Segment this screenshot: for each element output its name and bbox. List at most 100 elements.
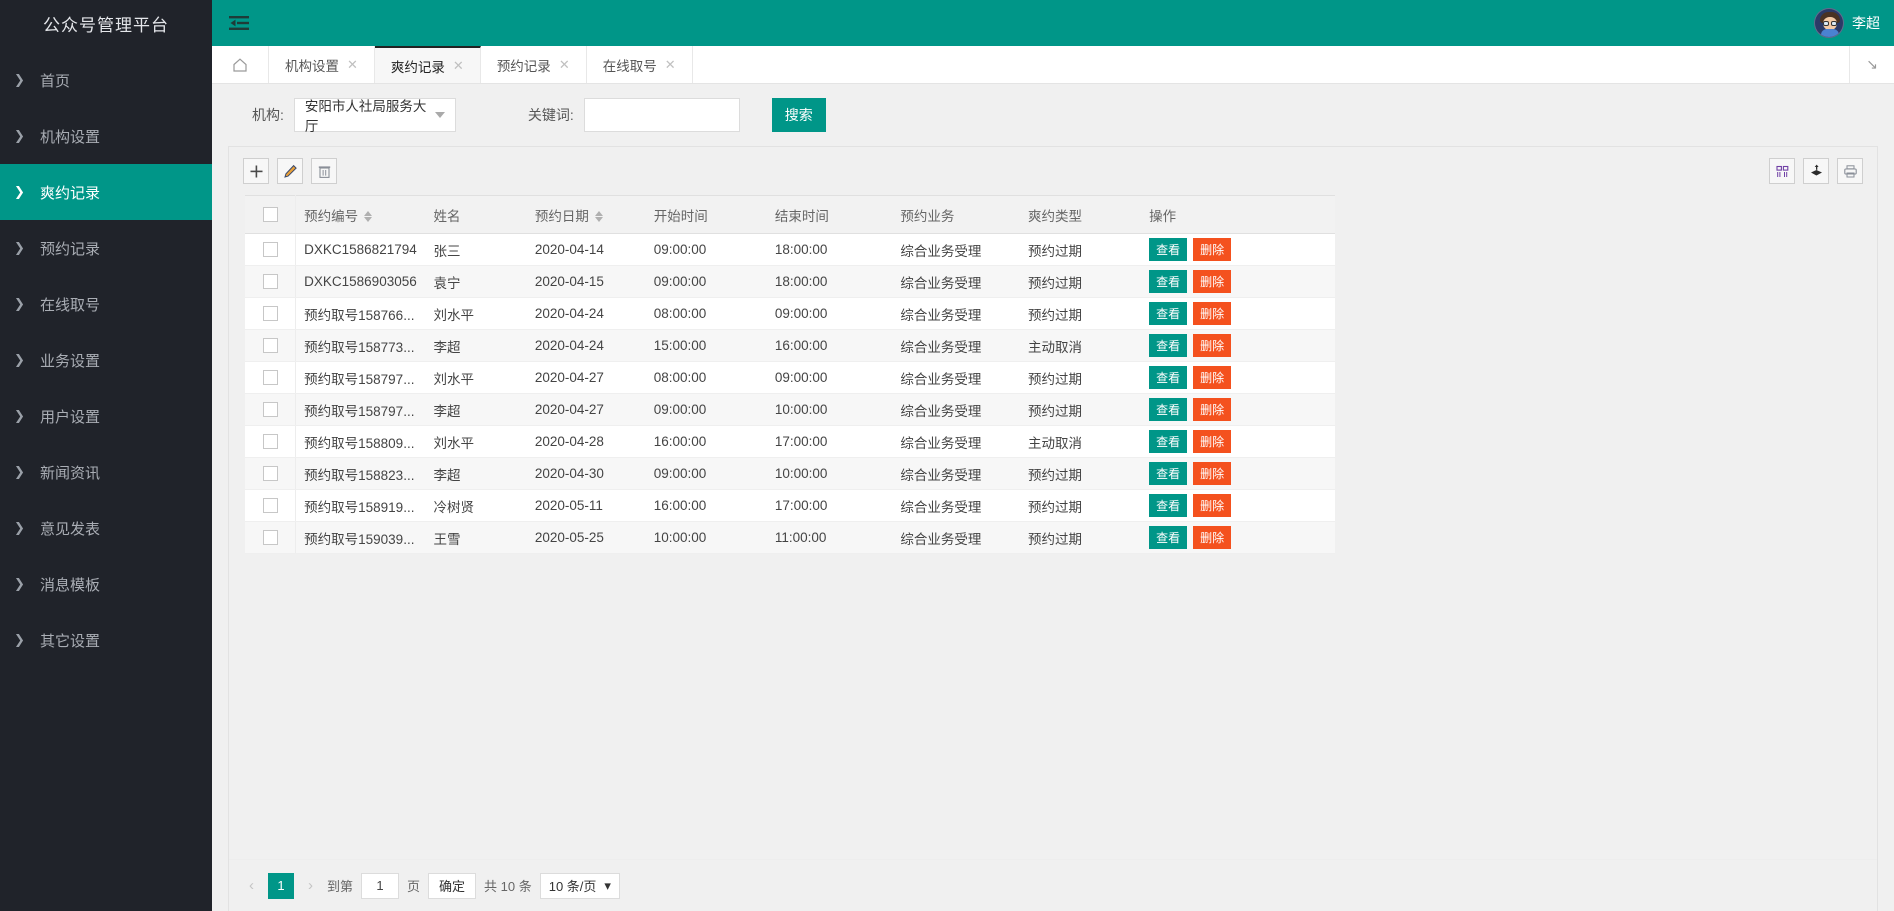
tab-2[interactable]: 预约记录 ✕ xyxy=(481,46,587,83)
chevron-down-icon: ▾ xyxy=(604,877,611,893)
row-select-cell[interactable] xyxy=(245,425,297,458)
search-button[interactable]: 搜索 xyxy=(771,98,826,132)
edit-button[interactable] xyxy=(277,158,303,184)
row-select-cell[interactable] xyxy=(245,521,297,554)
tab-1[interactable]: 爽约记录 ✕ xyxy=(374,46,481,83)
table-row[interactable]: 预约取号158773... 李超 2020-04-24 15:00:00 16:00:0… xyxy=(245,329,1335,362)
view-button[interactable]: 查看 xyxy=(1149,334,1188,357)
column-header-code[interactable]: 预约编号 xyxy=(295,195,426,234)
view-button[interactable]: 查看 xyxy=(1149,494,1188,517)
row-select-cell[interactable] xyxy=(245,457,297,490)
close-icon[interactable]: ✕ xyxy=(558,56,570,72)
table-row[interactable]: 预约取号158823... 李超 2020-04-30 09:00:00 10:00:0… xyxy=(245,457,1335,490)
sidebar-item-10[interactable]: ❯ 其它设置 xyxy=(0,612,212,668)
goto-page-input[interactable] xyxy=(361,872,400,899)
add-button[interactable] xyxy=(243,158,269,184)
cell-business: 综合业务受理 xyxy=(892,361,1021,394)
delete-button[interactable] xyxy=(311,158,337,184)
row-checkbox[interactable] xyxy=(262,370,278,386)
row-select-cell[interactable] xyxy=(245,297,297,330)
sidebar-item-9[interactable]: ❯ 消息模板 xyxy=(0,556,212,612)
row-select-cell[interactable] xyxy=(245,265,297,298)
table-row[interactable]: 预约取号158766... 刘水平 2020-04-24 08:00:00 09:00:… xyxy=(245,297,1335,330)
row-checkbox[interactable] xyxy=(262,402,278,418)
sidebar-item-3[interactable]: ❯ 预约记录 xyxy=(0,220,212,276)
table-row[interactable]: 预约取号158809... 刘水平 2020-04-28 16:00:00 17:00:… xyxy=(245,425,1335,458)
table-row[interactable]: 预约取号158797... 刘水平 2020-04-27 08:00:00 09:00:… xyxy=(245,361,1335,394)
table-row[interactable]: DXKC1586821794 张三 2020-04-14 09:00:00 18:00:… xyxy=(245,233,1335,266)
row-checkbox[interactable] xyxy=(262,306,278,322)
row-select-cell[interactable] xyxy=(245,329,297,362)
sidebar-item-0[interactable]: ❯ 首页 xyxy=(0,52,212,108)
table-row[interactable]: DXKC1586903056 袁宁 2020-04-15 09:00:00 18:00:… xyxy=(245,265,1335,298)
chevron-down-icon[interactable]: ↘ xyxy=(1866,56,1878,72)
delete-row-button[interactable]: 删除 xyxy=(1193,526,1232,549)
sort-arrows-icon[interactable] xyxy=(594,211,603,223)
view-button[interactable]: 查看 xyxy=(1149,270,1188,293)
view-button[interactable]: 查看 xyxy=(1149,238,1188,261)
view-button[interactable]: 查看 xyxy=(1149,398,1188,421)
delete-row-button[interactable]: 删除 xyxy=(1193,334,1232,357)
confirm-page-button[interactable]: 确定 xyxy=(428,872,477,899)
close-icon[interactable]: ✕ xyxy=(452,57,464,73)
sidebar-item-8[interactable]: ❯ 意见发表 xyxy=(0,500,212,556)
row-checkbox[interactable] xyxy=(262,498,278,514)
column-header-date[interactable]: 预约日期 xyxy=(526,195,646,234)
org-select[interactable]: 安阳市人社局服务大厅 xyxy=(293,98,456,134)
row-checkbox[interactable] xyxy=(262,274,278,290)
view-button[interactable]: 查看 xyxy=(1149,366,1188,389)
page-number-1[interactable]: 1 xyxy=(268,872,294,899)
delete-row-button[interactable]: 删除 xyxy=(1193,398,1232,421)
chevron-left-icon[interactable]: ‹ xyxy=(249,877,254,894)
delete-row-button[interactable]: 删除 xyxy=(1193,366,1232,389)
sidebar-item-2[interactable]: ❯ 爽约记录 xyxy=(0,164,212,220)
delete-row-button[interactable]: 删除 xyxy=(1193,270,1232,293)
sort-arrows-icon[interactable] xyxy=(364,211,373,223)
sidebar-item-4[interactable]: ❯ 在线取号 xyxy=(0,276,212,332)
sidebar-item-6[interactable]: ❯ 用户设置 xyxy=(0,388,212,444)
view-button[interactable]: 查看 xyxy=(1149,526,1188,549)
view-button[interactable]: 查看 xyxy=(1149,302,1188,325)
chevron-right-icon: ❯ xyxy=(14,128,25,143)
delete-row-button[interactable]: 删除 xyxy=(1193,430,1232,453)
select-all-header[interactable] xyxy=(245,195,297,234)
delete-row-button[interactable]: 删除 xyxy=(1193,462,1232,485)
row-select-cell[interactable] xyxy=(245,233,297,266)
row-select-cell[interactable] xyxy=(245,489,297,522)
print-button[interactable] xyxy=(1837,158,1863,184)
chevron-right-icon[interactable]: › xyxy=(308,877,313,894)
close-icon[interactable]: ✕ xyxy=(347,56,358,72)
columns-button[interactable] xyxy=(1769,158,1795,184)
row-select-cell[interactable] xyxy=(245,393,297,426)
row-checkbox[interactable] xyxy=(262,530,278,546)
row-checkbox[interactable] xyxy=(262,434,278,450)
table-row[interactable]: 预约取号158797... 李超 2020-04-27 09:00:00 10:00:0… xyxy=(245,393,1335,426)
row-checkbox[interactable] xyxy=(262,338,278,354)
sidebar-item-7[interactable]: ❯ 新闻资讯 xyxy=(0,444,212,500)
row-select-cell[interactable] xyxy=(245,361,297,394)
collapse-menu-icon[interactable] xyxy=(226,10,252,36)
tab-0[interactable]: 机构设置 ✕ xyxy=(269,46,375,83)
tab-home[interactable] xyxy=(212,46,269,83)
delete-row-button[interactable]: 删除 xyxy=(1193,302,1232,325)
keyword-input[interactable] xyxy=(583,98,740,132)
row-checkbox[interactable] xyxy=(262,466,278,482)
export-button[interactable] xyxy=(1803,158,1829,184)
table-row[interactable]: 预约取号158919... 冷树贤 2020-05-11 16:00:00 17:00:… xyxy=(245,489,1335,522)
org-select-value: 安阳市人社局服务大厅 xyxy=(304,99,427,134)
cell-type: 预约过期 xyxy=(1020,361,1142,394)
sidebar-item-5[interactable]: ❯ 业务设置 xyxy=(0,332,212,388)
view-button[interactable]: 查看 xyxy=(1149,430,1188,453)
sidebar-item-1[interactable]: ❯ 机构设置 xyxy=(0,108,212,164)
delete-row-button[interactable]: 删除 xyxy=(1193,494,1232,517)
select-all-checkbox[interactable] xyxy=(262,207,278,223)
page-size-select[interactable]: 10 条/页 ▾ xyxy=(539,872,620,899)
table-row[interactable]: 预约取号159039... 王雪 2020-05-25 10:00:00 11:00:0… xyxy=(245,521,1335,554)
user-box[interactable]: 李超 xyxy=(1814,8,1880,38)
view-button[interactable]: 查看 xyxy=(1149,462,1188,485)
row-checkbox[interactable] xyxy=(262,242,278,258)
tab-3[interactable]: 在线取号 ✕ xyxy=(587,46,693,83)
close-icon[interactable]: ✕ xyxy=(664,56,676,72)
cell-actions: 查看 删除 xyxy=(1141,329,1335,362)
delete-row-button[interactable]: 删除 xyxy=(1193,238,1232,261)
